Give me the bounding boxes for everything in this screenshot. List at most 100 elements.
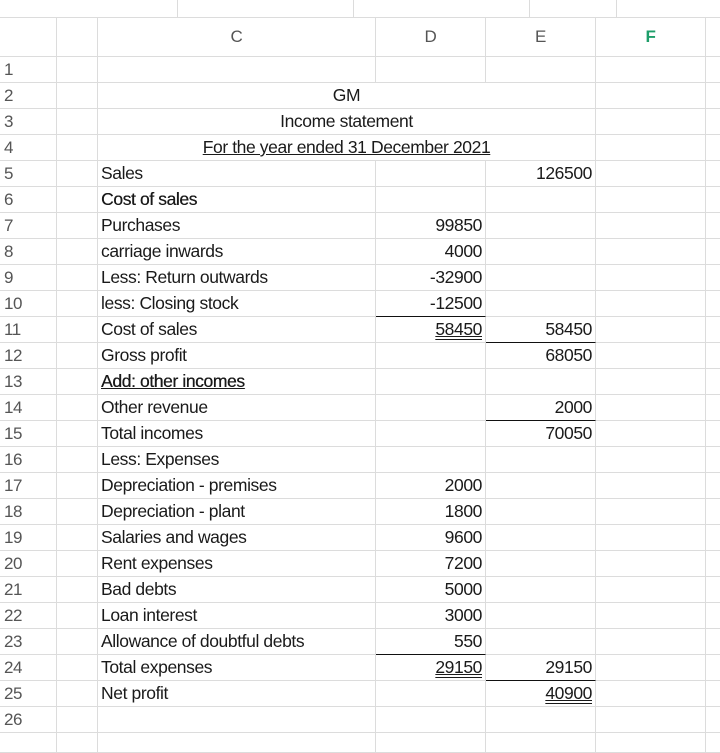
cell-c25[interactable]: Net profit [98, 681, 376, 707]
row-header-6[interactable]: 6 [0, 187, 57, 213]
cell-e18[interactable] [486, 499, 596, 525]
cell-f7[interactable] [596, 213, 706, 239]
cell-g19[interactable] [706, 525, 720, 551]
cell-d13[interactable] [376, 369, 486, 395]
cell-b21[interactable] [57, 577, 98, 603]
row-27-cell[interactable] [706, 733, 720, 753]
cell-g7[interactable] [706, 213, 720, 239]
cell-c19[interactable]: Salaries and wages [98, 525, 376, 551]
cell-b18[interactable] [57, 499, 98, 525]
cell-d20[interactable]: 7200 [376, 551, 486, 577]
cell-g8[interactable] [706, 239, 720, 265]
cell-f19[interactable] [596, 525, 706, 551]
cell-c18[interactable]: Depreciation - plant [98, 499, 376, 525]
cell-g17[interactable] [706, 473, 720, 499]
row-header-24[interactable]: 24 [0, 655, 57, 681]
cell-f22[interactable] [596, 603, 706, 629]
cell-e6[interactable] [486, 187, 596, 213]
cell-d7[interactable]: 99850 [376, 213, 486, 239]
cell-d19[interactable]: 9600 [376, 525, 486, 551]
cell-c14[interactable]: Other revenue [98, 395, 376, 421]
cell-g16[interactable] [706, 447, 720, 473]
row-header-16[interactable]: 16 [0, 447, 57, 473]
row-header-7[interactable]: 7 [0, 213, 57, 239]
column-header-c[interactable]: C [98, 17, 376, 57]
cell-e24[interactable]: 29150 [486, 655, 596, 681]
cell-b10[interactable] [57, 291, 98, 317]
cell-e14[interactable]: 2000 [486, 395, 596, 421]
cell-g13[interactable] [706, 369, 720, 395]
cell-f9[interactable] [596, 265, 706, 291]
cell-d22[interactable]: 3000 [376, 603, 486, 629]
cell-e22[interactable] [486, 603, 596, 629]
cell-e23[interactable] [486, 629, 596, 655]
cell-f21[interactable] [596, 577, 706, 603]
row-header-21[interactable]: 21 [0, 577, 57, 603]
cell-c16[interactable]: Less: Expenses [98, 447, 376, 473]
row-header-9[interactable]: 9 [0, 265, 57, 291]
cell-e17[interactable] [486, 473, 596, 499]
row-header-3[interactable]: 3 [0, 109, 57, 135]
cell-f2[interactable] [596, 83, 706, 109]
cell-c26[interactable] [98, 707, 376, 733]
cell-g18[interactable] [706, 499, 720, 525]
cell-c15[interactable]: Total incomes [98, 421, 376, 447]
cell-f11[interactable] [596, 317, 706, 343]
cell-g10[interactable] [706, 291, 720, 317]
cell-d25[interactable] [376, 681, 486, 707]
cell-d9[interactable]: -32900 [376, 265, 486, 291]
cell-f23[interactable] [596, 629, 706, 655]
cell-f15[interactable] [596, 421, 706, 447]
row-header-17[interactable]: 17 [0, 473, 57, 499]
cell-d6[interactable] [376, 187, 486, 213]
cell-f14[interactable] [596, 395, 706, 421]
cell-b20[interactable] [57, 551, 98, 577]
column-header-b[interactable] [57, 17, 98, 57]
cell-g11[interactable] [706, 317, 720, 343]
cell-g6[interactable] [706, 187, 720, 213]
cell-b11[interactable] [57, 317, 98, 343]
row-header-14[interactable]: 14 [0, 395, 57, 421]
column-header-f[interactable]: F [596, 17, 706, 57]
cell-d21[interactable]: 5000 [376, 577, 486, 603]
cell-g4[interactable] [706, 135, 720, 161]
cell-d1[interactable] [376, 57, 486, 83]
cell-g22[interactable] [706, 603, 720, 629]
cell-f1[interactable] [596, 57, 706, 83]
cell-d23[interactable]: 550 [376, 629, 486, 655]
cell-e10[interactable] [486, 291, 596, 317]
cell-c17[interactable]: Depreciation - premises [98, 473, 376, 499]
cell-c7[interactable]: Purchases [98, 213, 376, 239]
cell-e11[interactable]: 58450 [486, 317, 596, 343]
cell-c9[interactable]: Less: Return outwards [98, 265, 376, 291]
cell-f16[interactable] [596, 447, 706, 473]
cell-e19[interactable] [486, 525, 596, 551]
row-header-18[interactable]: 18 [0, 499, 57, 525]
row-header-10[interactable]: 10 [0, 291, 57, 317]
cell-f13[interactable] [596, 369, 706, 395]
cell-b16[interactable] [57, 447, 98, 473]
cell-b1[interactable] [57, 57, 98, 83]
cell-f4[interactable] [596, 135, 706, 161]
cell-e20[interactable] [486, 551, 596, 577]
cell-b25[interactable] [57, 681, 98, 707]
cell-c22[interactable]: Loan interest [98, 603, 376, 629]
cell-e9[interactable] [486, 265, 596, 291]
cell-e25[interactable]: 40900 [486, 681, 596, 707]
cell-d24[interactable]: 29150 [376, 655, 486, 681]
spreadsheet-grid[interactable]: C D E F 1 2 GM 3 Income statement 4 For the ye… [0, 17, 720, 753]
column-header-g[interactable] [706, 17, 720, 57]
cell-c12[interactable]: Gross profit [98, 343, 376, 369]
row-header-8[interactable]: 8 [0, 239, 57, 265]
cell-b17[interactable] [57, 473, 98, 499]
cell-g26[interactable] [706, 707, 720, 733]
column-header-d[interactable]: D [376, 17, 486, 57]
cell-c24[interactable]: Total expenses [98, 655, 376, 681]
cell-e26[interactable] [486, 707, 596, 733]
cell-b22[interactable] [57, 603, 98, 629]
cell-b26[interactable] [57, 707, 98, 733]
cell-b19[interactable] [57, 525, 98, 551]
cell-d5[interactable] [376, 161, 486, 187]
cell-e7[interactable] [486, 213, 596, 239]
cell-c13[interactable]: Add: other incomes [98, 369, 376, 395]
